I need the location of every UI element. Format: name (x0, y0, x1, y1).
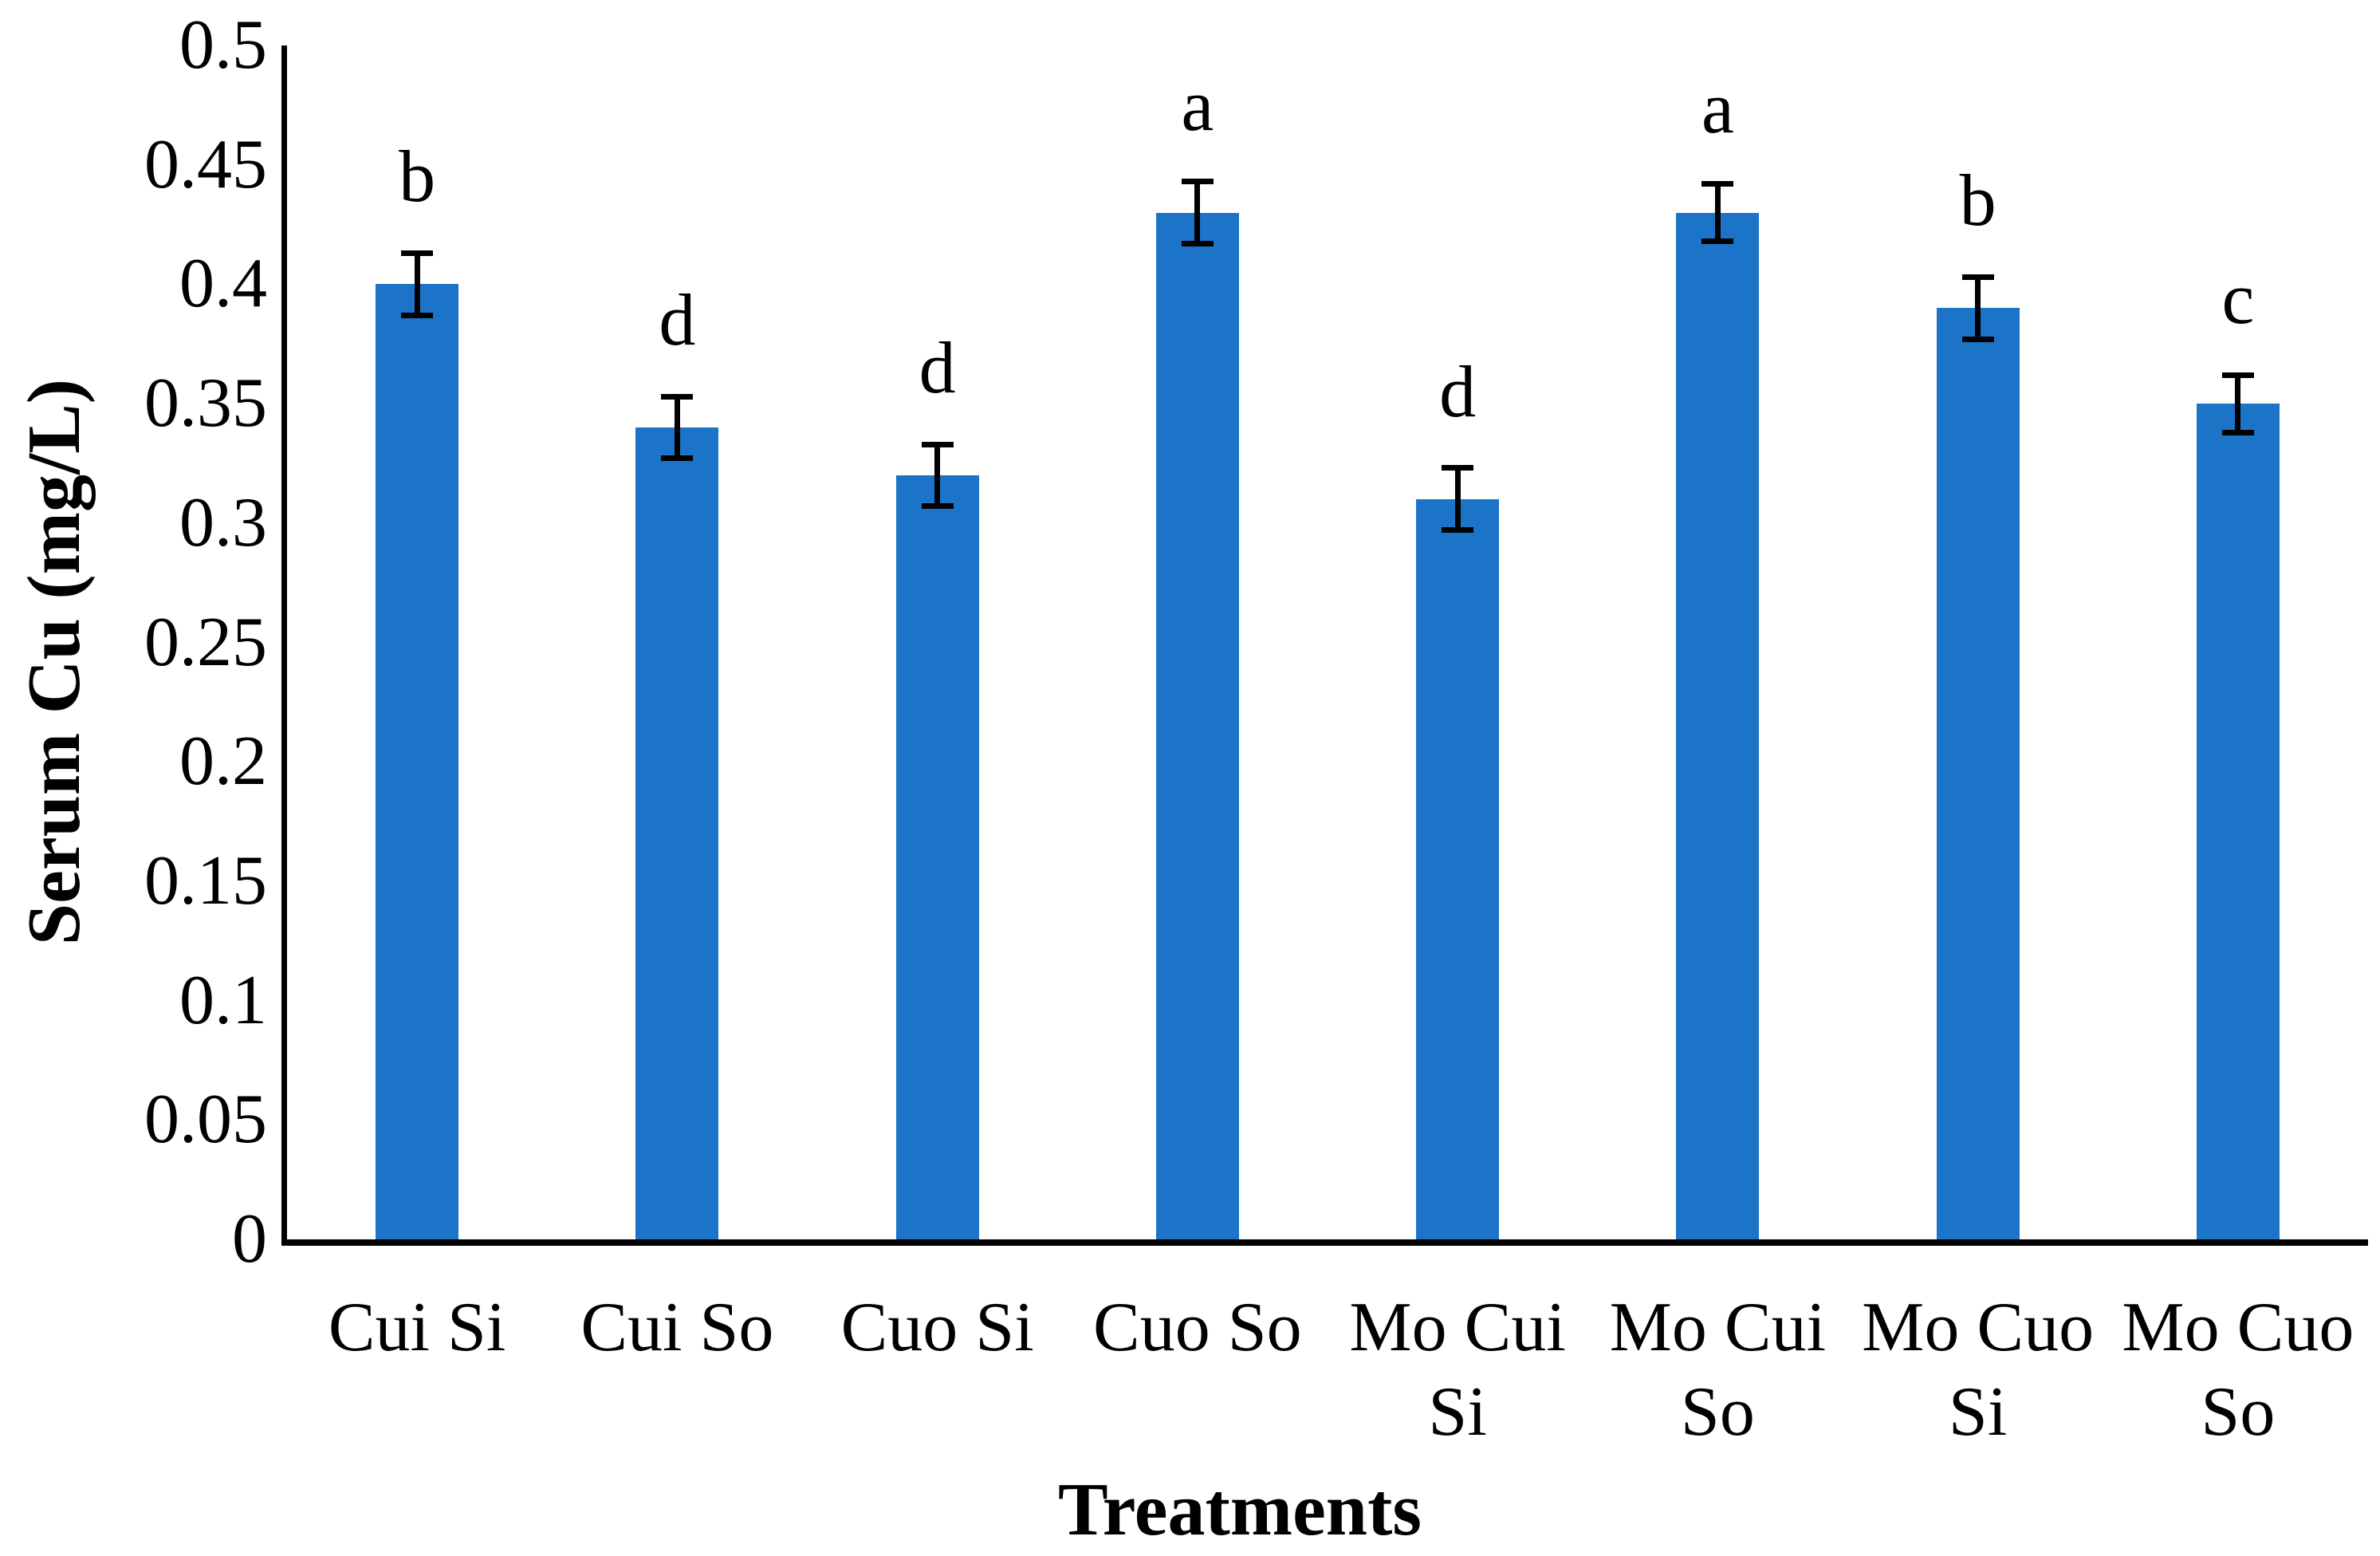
bar (635, 427, 719, 1239)
y-tick-label: 0.3 (179, 483, 267, 561)
bar (1416, 498, 1500, 1239)
x-tick-label: Mo Cuo So (2122, 1289, 2354, 1451)
x-tick-label: Cui So (580, 1289, 774, 1366)
error-bar-line (1714, 183, 1721, 242)
x-tick-label: Mo Cui Si (1349, 1289, 1566, 1451)
y-tick-label: 0.35 (144, 364, 267, 443)
y-tick-label: 0 (232, 1200, 267, 1278)
significance-letter: c (2221, 258, 2255, 340)
error-bar-cap-bottom (1701, 238, 1734, 245)
significance-letter: a (1181, 64, 1214, 146)
y-tick-label: 0.2 (179, 723, 267, 801)
error-bar-line (934, 444, 941, 506)
y-tick-label: 0.5 (179, 6, 267, 84)
error-bar-cap-top (921, 441, 954, 447)
x-tick-label: Cui Si (328, 1289, 506, 1366)
x-axis-title: Treatments (1058, 1468, 1422, 1551)
error-bar-cap-bottom (1181, 241, 1214, 247)
error-bar-cap-top (401, 250, 434, 256)
error-bar-cap-top (1181, 179, 1214, 185)
y-tick-label: 0.45 (144, 125, 267, 203)
significance-letter: b (399, 136, 436, 218)
significance-letter: d (659, 279, 696, 361)
error-bar-cap-bottom (401, 312, 434, 318)
error-bar-cap-bottom (1961, 336, 1994, 342)
error-bar-line (1454, 467, 1461, 530)
error-bar-line (674, 396, 680, 459)
error-bar-cap-top (1961, 274, 1994, 280)
bar (895, 475, 979, 1239)
error-bar-cap-top (2221, 372, 2254, 378)
y-tick-label: 0.25 (144, 603, 267, 681)
error-bar-line (414, 253, 420, 316)
y-tick-label: 0.05 (144, 1081, 267, 1159)
significance-letter: b (1959, 160, 1996, 242)
bar (376, 284, 459, 1239)
error-bar-line (1975, 277, 1981, 340)
x-tick-label: Cuo Si (840, 1289, 1034, 1366)
significance-letter: a (1701, 66, 1734, 148)
error-bar-line (1194, 181, 1201, 244)
error-bar-cap-top (1442, 465, 1474, 471)
plot-area: b d d a d a b c (281, 45, 2368, 1246)
error-bar-line (2235, 375, 2241, 433)
y-tick-label: 0.1 (179, 961, 267, 1039)
error-bar-cap-top (1701, 181, 1734, 187)
y-tick-label: 0.15 (144, 841, 267, 920)
significance-letter: d (919, 327, 956, 408)
y-tick-label: 0.4 (179, 245, 267, 323)
significance-letter: d (1439, 350, 1477, 432)
bar (2196, 404, 2280, 1239)
error-bar-cap-bottom (921, 503, 954, 510)
error-bar-cap-bottom (661, 455, 694, 462)
bar (1676, 212, 1760, 1239)
bar (1155, 212, 1239, 1239)
x-tick-label: Mo Cuo Si (1862, 1289, 2095, 1451)
bar (1936, 308, 2020, 1239)
error-bar-cap-bottom (2221, 429, 2254, 435)
error-bar-cap-bottom (1442, 527, 1474, 534)
x-tick-label: Cuo So (1093, 1289, 1302, 1366)
error-bar-cap-top (661, 393, 694, 400)
x-tick-label: Mo Cui So (1609, 1289, 1827, 1451)
